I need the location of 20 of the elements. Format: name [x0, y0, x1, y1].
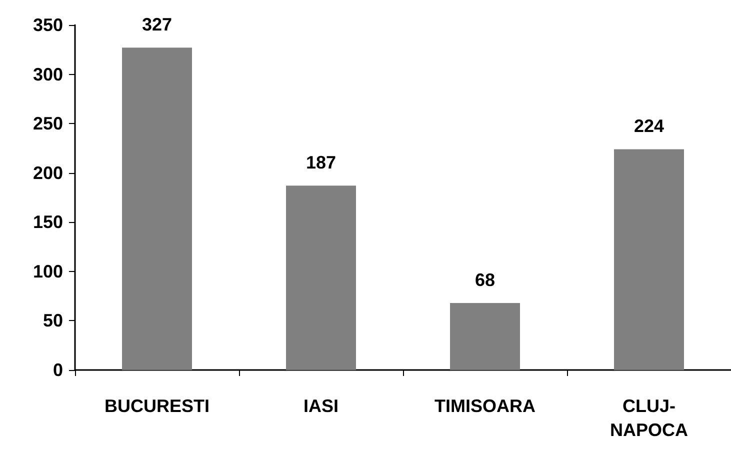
x-tick-label: CLUJ-NAPOCA	[610, 396, 688, 440]
x-tick-label: BUCURESTI	[104, 396, 210, 416]
data-label: 187	[306, 152, 336, 173]
bar	[122, 48, 192, 370]
y-tick-label: 200	[32, 162, 63, 183]
data-label: 327	[142, 14, 172, 35]
y-tick-label: 250	[32, 114, 63, 134]
y-tick-label: 300	[32, 64, 63, 84]
bar	[450, 302, 520, 370]
x-tick-label: TIMISOARA	[434, 396, 536, 416]
bar	[614, 149, 684, 370]
y-tick-label: 0	[52, 360, 63, 380]
x-tick-label: IASI	[303, 396, 339, 416]
data-label: 68	[474, 270, 496, 290]
y-tick-label: 150	[32, 212, 63, 232]
data-label: 224	[634, 116, 664, 136]
bar	[286, 186, 356, 370]
y-tick-label: 350	[32, 15, 63, 35]
y-tick-label: 100	[32, 261, 63, 282]
y-tick-label: 50	[42, 310, 63, 331]
